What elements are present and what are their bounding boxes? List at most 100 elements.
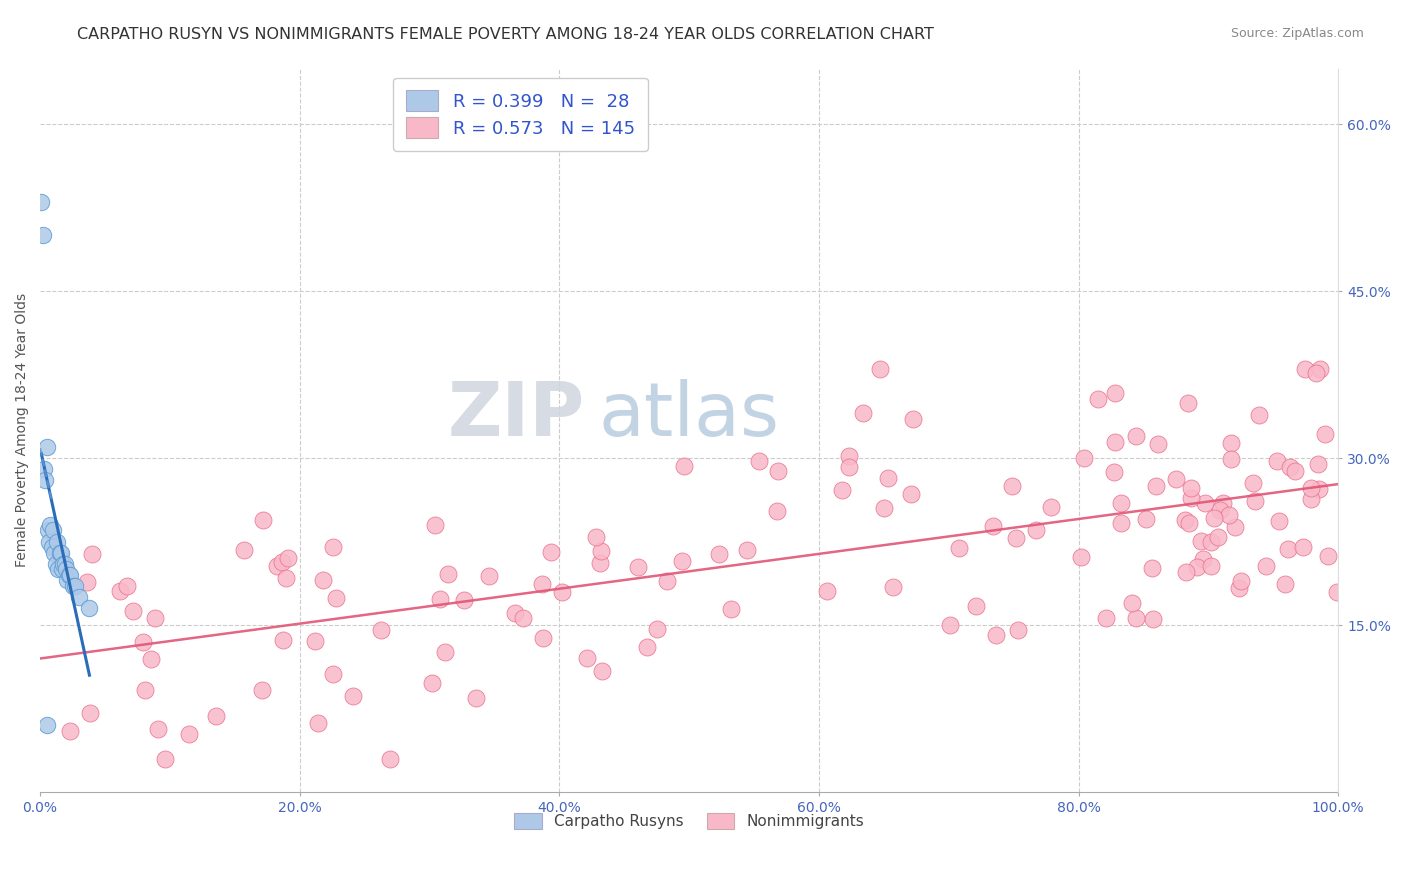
Point [177,727,200,741]
Point [1194,496,1216,510]
Point [645,622,668,636]
Point [1166,471,1188,485]
Point [139,652,162,666]
Point [41,540,63,554]
Point [1180,481,1202,495]
Point [49,546,72,560]
Point [434,645,457,659]
Point [378,751,401,765]
Point [1218,508,1240,522]
Point [62,579,84,593]
Point [1294,362,1316,376]
Point [1185,560,1208,574]
Point [478,569,501,583]
Point [551,585,574,599]
Point [869,362,891,376]
Point [1073,451,1095,466]
Point [1005,531,1028,545]
Point [146,722,169,736]
Point [370,623,392,637]
Point [121,603,143,617]
Point [1308,458,1330,472]
Point [1007,623,1029,637]
Point [1121,596,1143,610]
Point [1219,452,1241,467]
Point [155,751,177,765]
Point [51,562,73,576]
Text: atlas: atlas [598,379,779,452]
Point [503,606,526,620]
Point [1209,503,1232,517]
Point [986,628,1008,642]
Point [53,557,76,571]
Point [271,632,294,647]
Point [1095,611,1118,625]
Point [46,534,69,549]
Point [1177,396,1199,410]
Point [45,557,67,571]
Text: ZIP: ZIP [449,379,585,452]
Point [1308,483,1330,497]
Point [948,541,970,556]
Point [1206,530,1229,544]
Point [205,708,228,723]
Point [233,543,256,558]
Point [1102,465,1125,479]
Point [1104,435,1126,450]
Point [1001,479,1024,493]
Point [48,546,70,560]
Point [252,513,274,527]
Point [307,715,329,730]
Point [852,406,875,420]
Point [531,576,554,591]
Point [35,718,58,732]
Point [1142,612,1164,626]
Point [965,599,987,614]
Point [1191,552,1213,566]
Point [1109,516,1132,531]
Point [735,543,758,558]
Point [707,547,730,561]
Point [1309,362,1331,376]
Text: Source: ZipAtlas.com: Source: ZipAtlas.com [1230,27,1364,40]
Point [720,602,742,616]
Point [67,590,90,604]
Point [46,562,69,576]
Point [627,560,650,574]
Point [531,632,554,646]
Point [1174,566,1197,580]
Point [1147,437,1170,451]
Point [1189,533,1212,548]
Point [56,574,79,588]
Point [1243,494,1265,508]
Point [39,517,62,532]
Point [831,483,853,497]
Point [63,579,86,593]
Point [1249,408,1271,422]
Point [1109,496,1132,510]
Point [1104,385,1126,400]
Point [1173,513,1195,527]
Point [143,610,166,624]
Point [250,682,273,697]
Point [453,593,475,607]
Point [429,592,451,607]
Point [1202,511,1225,525]
Point [540,545,562,559]
Point [1199,558,1222,573]
Point [58,568,80,582]
Y-axis label: Female Poverty Among 18-24 Year Olds: Female Poverty Among 18-24 Year Olds [15,293,30,567]
Point [636,640,658,654]
Point [270,555,292,569]
Point [1212,496,1234,510]
Point [591,544,613,558]
Point [576,651,599,665]
Point [79,601,101,615]
Point [79,706,101,720]
Point [1268,514,1291,528]
Point [34,473,56,487]
Point [277,551,299,566]
Point [55,562,77,576]
Point [589,557,612,571]
Point [901,412,924,426]
